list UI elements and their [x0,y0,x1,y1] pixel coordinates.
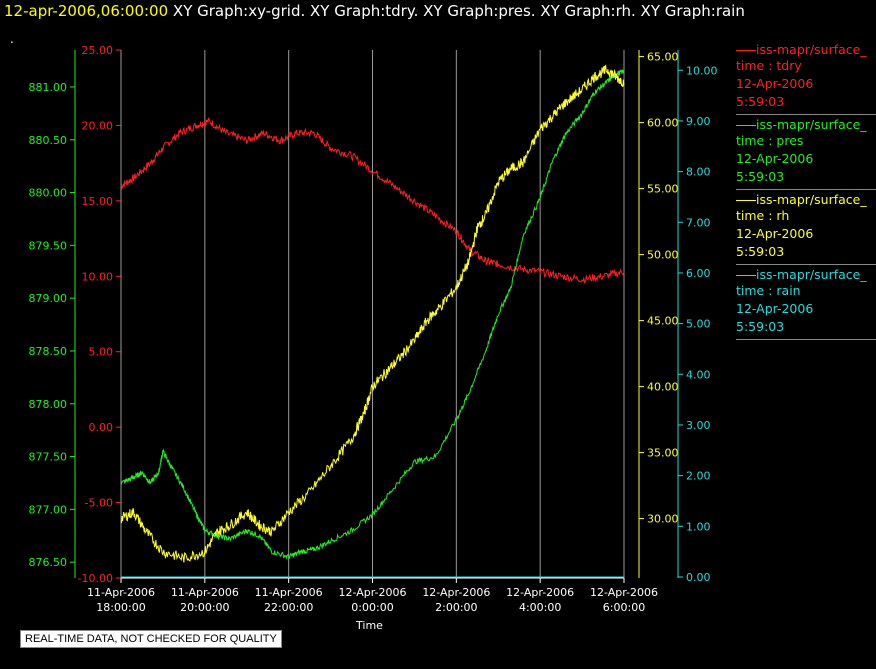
quality-notice: REAL-TIME DATA, NOT CHECKED FOR QUALITY [20,630,282,648]
y-tick-label-rain: 6.00 [686,267,711,280]
series-line-tdry [120,117,625,285]
legend-time: 5:59:03 [736,94,785,109]
y-tick-label-pres: 878.00 [29,398,68,411]
y-tick-label-pres: 880.00 [29,187,68,200]
legend-entry: iss-mapr/surface_ time : rain 12-Apr-2006 5… [736,267,876,339]
y-tick-label-pres: 877.00 [29,503,68,516]
x-tick-label: 11-Apr-2006 [87,586,155,599]
y-tick-label-rh: 40.00 [647,381,679,394]
x-tick-label: 20:00:00 [180,601,229,614]
y-tick-label-tdry: 0.00 [89,421,114,434]
x-tick-label: 0:00:00 [351,601,393,614]
legend-separator [736,264,876,265]
y-tick-label-rain: 3.00 [686,419,711,432]
y-tick-label-rh: 55.00 [647,183,679,196]
y-tick-label-pres: 879.00 [29,292,68,305]
status-dot: . [10,32,14,46]
legend-time: 5:59:03 [736,319,785,334]
legend-separator [736,114,876,115]
legend-separator [736,339,876,340]
y-tick-label-rain: 7.00 [686,216,711,229]
legend-separator [736,189,876,190]
series-line-rh [120,64,625,563]
legend: iss-mapr/surface_ time : tdry 12-Apr-2006 5… [736,42,876,350]
legend-series-name: iss-mapr/surface_ [736,117,876,132]
legend-entry: iss-mapr/surface_ time : tdry 12-Apr-2006 5… [736,42,876,114]
legend-var: time : rh [736,208,790,223]
series-line-pres [120,69,625,560]
y-tick-label-pres: 881.00 [29,81,68,94]
y-tick-label-pres: 879.50 [29,239,68,252]
y-tick-label-pres: 880.50 [29,134,68,147]
y-tick-label-tdry: 10.00 [82,270,114,283]
y-tick-label-rain: 1.00 [686,520,711,533]
legend-var: time : rain [736,283,801,298]
x-tick-label: 22:00:00 [264,601,313,614]
y-tick-label-rain: 8.00 [686,166,711,179]
legend-series-name: iss-mapr/surface_ [736,192,876,207]
x-tick-label: 11-Apr-2006 [255,586,323,599]
graph-list: XY Graph:xy-grid. XY Graph:tdry. XY Grap… [168,2,745,20]
y-tick-label-rh: 65.00 [647,51,679,64]
legend-date: 12-Apr-2006 [736,151,814,166]
y-tick-label-rh: 30.00 [647,513,679,526]
y-tick-label-rain: 5.00 [686,318,711,331]
y-tick-label-pres: 876.50 [29,556,68,569]
y-tick-label-pres: 877.50 [29,451,68,464]
legend-time: 5:59:03 [736,244,785,259]
y-tick-label-rain: 0.00 [686,571,711,584]
y-tick-label-rh: 45.00 [647,315,679,328]
legend-time: 5:59:03 [736,169,785,184]
x-tick-label: 2:00:00 [435,601,477,614]
y-tick-label-tdry: 5.00 [89,346,114,359]
y-tick-label-tdry: 25.00 [82,44,114,57]
y-tick-label-tdry: 15.00 [82,195,114,208]
y-tick-label-rain: 4.00 [686,368,711,381]
legend-var: time : tdry [736,58,802,73]
y-tick-label-tdry: 20.00 [82,119,114,132]
x-tick-label: 12-Apr-2006 [422,586,490,599]
x-tick-label: 4:00:00 [519,601,561,614]
legend-date: 12-Apr-2006 [736,226,814,241]
y-tick-label-rh: 60.00 [647,117,679,130]
y-tick-label-rh: 50.00 [647,249,679,262]
timestamp: 12-apr-2006,06:00:00 [4,2,169,20]
x-tick-label: 6:00:00 [603,601,645,614]
x-tick-label: 18:00:00 [96,601,145,614]
y-tick-label-rain: 10.00 [686,64,718,77]
legend-entry: iss-mapr/surface_ time : rh 12-Apr-2006 5:5… [736,192,876,264]
x-tick-label: 11-Apr-2006 [171,586,239,599]
legend-series-name: iss-mapr/surface_ [736,267,876,282]
y-tick-label-pres: 878.50 [29,345,68,358]
y-tick-label-tdry: -5.00 [85,497,113,510]
legend-date: 12-Apr-2006 [736,76,814,91]
legend-entry: iss-mapr/surface_ time : pres 12-Apr-2006 5… [736,117,876,189]
x-tick-label: 12-Apr-2006 [590,586,658,599]
y-tick-label-rain: 2.00 [686,470,711,483]
x-tick-label: 12-Apr-2006 [338,586,406,599]
graph-title: 12-apr-2006,06:00:00 XY Graph:xy-grid. X… [4,2,745,20]
x-axis-label: Time [355,619,383,632]
legend-var: time : pres [736,133,804,148]
x-tick-label: 12-Apr-2006 [506,586,574,599]
legend-date: 12-Apr-2006 [736,301,814,316]
y-tick-label-rh: 35.00 [647,447,679,460]
y-tick-label-rain: 9.00 [686,115,711,128]
legend-series-name: iss-mapr/surface_ [736,42,876,57]
y-tick-label-tdry: -10.00 [78,572,113,585]
